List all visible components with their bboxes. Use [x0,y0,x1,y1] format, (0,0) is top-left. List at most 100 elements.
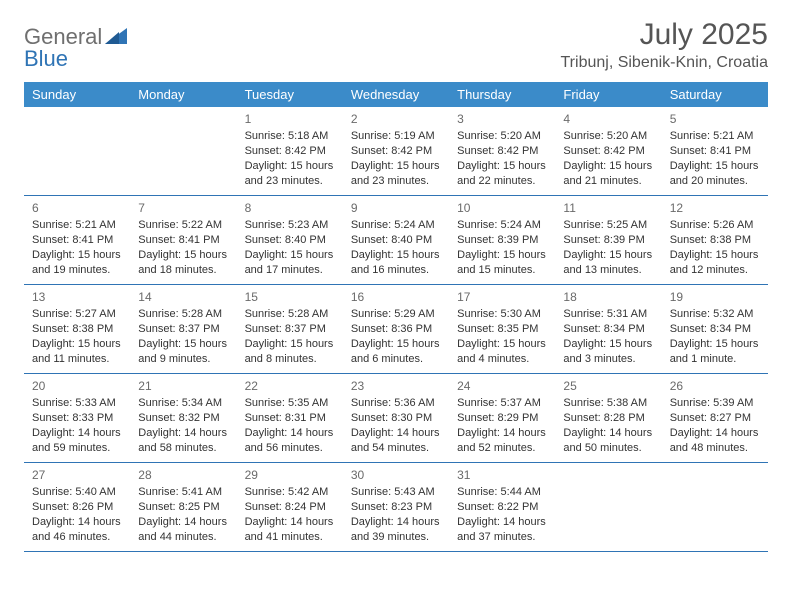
day-info-line: Sunset: 8:24 PM [245,500,335,515]
day-info-line: Sunset: 8:31 PM [245,411,335,426]
calendar-day-cell: 21Sunrise: 5:34 AMSunset: 8:32 PMDayligh… [130,374,236,463]
day-info-line: Sunset: 8:37 PM [245,322,335,337]
day-info-line: and 48 minutes. [670,441,760,456]
day-info-line: and 41 minutes. [245,530,335,545]
calendar-day-cell: 25Sunrise: 5:38 AMSunset: 8:28 PMDayligh… [555,374,661,463]
day-info-line: Sunrise: 5:35 AM [245,396,335,411]
day-info-line: Daylight: 15 hours [563,337,653,352]
month-title: July 2025 [561,18,769,52]
day-number: 11 [563,200,653,216]
day-header-thursday: Thursday [449,82,555,107]
calendar-day-cell: 14Sunrise: 5:28 AMSunset: 8:37 PMDayligh… [130,285,236,374]
day-number: 22 [245,378,335,394]
calendar-day-cell: 6Sunrise: 5:21 AMSunset: 8:41 PMDaylight… [24,196,130,285]
day-info-line: Sunrise: 5:21 AM [670,129,760,144]
day-info-line: Daylight: 14 hours [351,426,441,441]
day-info-line: Sunset: 8:29 PM [457,411,547,426]
day-info-line: Daylight: 14 hours [245,515,335,530]
calendar-day-cell: 31Sunrise: 5:44 AMSunset: 8:22 PMDayligh… [449,463,555,552]
day-info-line: and 13 minutes. [563,263,653,278]
day-info-line: Sunset: 8:23 PM [351,500,441,515]
day-number: 6 [32,200,122,216]
day-info-line: and 4 minutes. [457,352,547,367]
day-info-line: and 19 minutes. [32,263,122,278]
day-info-line: Sunset: 8:38 PM [670,233,760,248]
day-info-line: and 18 minutes. [138,263,228,278]
day-info-line: and 1 minute. [670,352,760,367]
day-info-line: Sunset: 8:42 PM [351,144,441,159]
calendar-day-cell: 27Sunrise: 5:40 AMSunset: 8:26 PMDayligh… [24,463,130,552]
day-info-line: Daylight: 14 hours [138,515,228,530]
calendar-week-row: 20Sunrise: 5:33 AMSunset: 8:33 PMDayligh… [24,374,768,463]
day-number: 27 [32,467,122,483]
day-info-line: and 22 minutes. [457,174,547,189]
calendar-day-cell: 18Sunrise: 5:31 AMSunset: 8:34 PMDayligh… [555,285,661,374]
day-info-line: Daylight: 14 hours [32,426,122,441]
day-info-line: Sunset: 8:42 PM [457,144,547,159]
day-info-line: Sunset: 8:30 PM [351,411,441,426]
day-info-line: Sunrise: 5:26 AM [670,218,760,233]
day-number: 13 [32,289,122,305]
calendar-day-cell: 4Sunrise: 5:20 AMSunset: 8:42 PMDaylight… [555,107,661,196]
calendar-day-cell: 23Sunrise: 5:36 AMSunset: 8:30 PMDayligh… [343,374,449,463]
day-info-line: Sunset: 8:41 PM [32,233,122,248]
calendar-table: SundayMondayTuesdayWednesdayThursdayFrid… [24,82,768,552]
day-info-line: Daylight: 15 hours [245,337,335,352]
day-info-line: and 59 minutes. [32,441,122,456]
day-info-line: Daylight: 14 hours [32,515,122,530]
day-info-line: Sunrise: 5:22 AM [138,218,228,233]
day-info-line: Sunrise: 5:24 AM [457,218,547,233]
calendar-day-cell: 8Sunrise: 5:23 AMSunset: 8:40 PMDaylight… [237,196,343,285]
day-info-line: Sunset: 8:42 PM [563,144,653,159]
day-number: 7 [138,200,228,216]
day-info-line: Sunrise: 5:30 AM [457,307,547,322]
day-info-line: and 46 minutes. [32,530,122,545]
day-info-line: Daylight: 15 hours [457,337,547,352]
day-info-line: Daylight: 14 hours [670,426,760,441]
calendar-day-cell: 5Sunrise: 5:21 AMSunset: 8:41 PMDaylight… [662,107,768,196]
day-info-line: Sunrise: 5:21 AM [32,218,122,233]
day-info-line: and 16 minutes. [351,263,441,278]
day-info-line: Daylight: 15 hours [245,159,335,174]
day-info-line: Sunset: 8:38 PM [32,322,122,337]
logo-blue-wrap: Blue [24,46,68,72]
day-info-line: and 12 minutes. [670,263,760,278]
day-info-line: Sunset: 8:39 PM [457,233,547,248]
day-info-line: Daylight: 15 hours [670,248,760,263]
day-info-line: Sunset: 8:40 PM [245,233,335,248]
calendar-day-cell: 29Sunrise: 5:42 AMSunset: 8:24 PMDayligh… [237,463,343,552]
day-number: 23 [351,378,441,394]
day-info-line: Sunrise: 5:18 AM [245,129,335,144]
day-info-line: Daylight: 14 hours [457,426,547,441]
location-label: Tribunj, Sibenik-Knin, Croatia [561,54,769,72]
logo-triangle-icon [105,26,127,49]
calendar-day-cell: 16Sunrise: 5:29 AMSunset: 8:36 PMDayligh… [343,285,449,374]
day-info-line: Sunset: 8:42 PM [245,144,335,159]
calendar-day-cell: 17Sunrise: 5:30 AMSunset: 8:35 PMDayligh… [449,285,555,374]
day-info-line: Sunrise: 5:42 AM [245,485,335,500]
day-info-line: and 52 minutes. [457,441,547,456]
day-info-line: and 11 minutes. [32,352,122,367]
day-header-friday: Friday [555,82,661,107]
day-info-line: Sunset: 8:33 PM [32,411,122,426]
day-info-line: Daylight: 15 hours [670,337,760,352]
day-info-line: Sunset: 8:25 PM [138,500,228,515]
day-header-wednesday: Wednesday [343,82,449,107]
day-info-line: Daylight: 14 hours [457,515,547,530]
day-info-line: Sunrise: 5:25 AM [563,218,653,233]
calendar-day-cell: 3Sunrise: 5:20 AMSunset: 8:42 PMDaylight… [449,107,555,196]
day-number: 10 [457,200,547,216]
day-info-line: Sunrise: 5:20 AM [457,129,547,144]
calendar-week-row: 27Sunrise: 5:40 AMSunset: 8:26 PMDayligh… [24,463,768,552]
calendar-day-cell: 10 Sunrise: 5:24 AMSunset: 8:39 PMDayligh… [449,196,555,285]
day-info-line: Sunset: 8:34 PM [563,322,653,337]
day-number: 8 [245,200,335,216]
calendar-day-cell: 7Sunrise: 5:22 AMSunset: 8:41 PMDaylight… [130,196,236,285]
day-info-line: Daylight: 15 hours [457,248,547,263]
day-info-line: Daylight: 15 hours [32,337,122,352]
day-info-line: Sunset: 8:36 PM [351,322,441,337]
day-header-tuesday: Tuesday [237,82,343,107]
calendar-day-cell: 28Sunrise: 5:41 AMSunset: 8:25 PMDayligh… [130,463,236,552]
calendar-day-cell: 9Sunrise: 5:24 AMSunset: 8:40 PMDaylight… [343,196,449,285]
day-info-line: and 54 minutes. [351,441,441,456]
